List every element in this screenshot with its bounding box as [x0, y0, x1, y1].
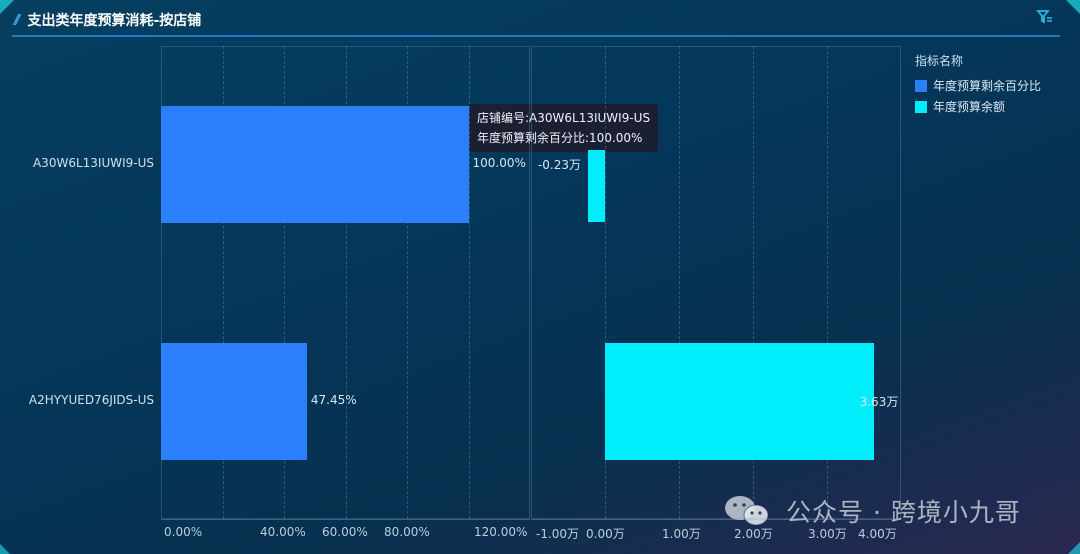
x-tick-label: 60.00% [322, 525, 368, 539]
plot-frame [161, 46, 530, 519]
watermark-text: 公众号 · 跨境小九哥 [786, 498, 1021, 527]
x-tick-label: 3.00万 [808, 527, 847, 541]
gridline [753, 46, 754, 519]
bar-value-label: 47.45% [310, 393, 357, 407]
panel-header: // 支出类年度预算消耗-按店铺 [12, 6, 1060, 34]
x-tick-label: 80.00% [384, 525, 430, 539]
legend-item-percent[interactable]: 年度预算剩余百分比 [915, 77, 1041, 94]
x-tick-label: 0.00万 [586, 527, 625, 541]
plot-frame [531, 46, 901, 519]
legend-title: 指标名称 [915, 54, 964, 68]
x-tick-label: 40.00% [260, 525, 306, 539]
gridline [679, 46, 680, 519]
corner-decoration [1066, 0, 1080, 14]
wechat-icon [725, 496, 769, 526]
bar-store-2[interactable] [161, 342, 307, 460]
bar-store-1[interactable] [161, 105, 469, 223]
gridline [284, 46, 285, 519]
x-axis-line [161, 519, 530, 520]
legend-label: 年度预算余额 [933, 100, 1006, 114]
gridline [468, 46, 470, 519]
x-tick-label: 4.00万 [858, 527, 897, 541]
corner-decoration [1068, 542, 1080, 554]
panel-title: 支出类年度预算消耗-按店铺 [27, 13, 202, 29]
bar-value-label: 3.63万 [859, 395, 899, 409]
legend-swatch [915, 100, 927, 113]
gridline [605, 46, 606, 519]
legend-item-balance[interactable]: 年度预算余额 [915, 98, 1041, 115]
watermark: 公众号 · 跨境小九哥 [722, 493, 1021, 529]
gridline [222, 46, 224, 519]
x-tick-label: 0.00% [164, 525, 203, 539]
x-axis-line [531, 519, 901, 520]
corner-decoration [0, 0, 14, 14]
x-tick-label: -1.00万 [536, 527, 580, 541]
header-divider [12, 35, 1060, 37]
legend-label: 年度预算剩余百分比 [933, 79, 1042, 93]
corner-decoration [0, 544, 10, 554]
gridline [345, 46, 347, 519]
legend: 指标名称 年度预算剩余百分比 年度预算余额 [915, 52, 1041, 119]
gridline [827, 46, 828, 519]
filter-icon[interactable] [1036, 8, 1054, 26]
bar-store-1[interactable] [587, 150, 605, 222]
chart-tooltip: 店铺编号:A30W6L13IUWI9-US 年度预算剩余百分比:100.00% [469, 104, 659, 152]
title-slash-icon: // [14, 12, 20, 28]
bar-store-2[interactable] [605, 342, 874, 460]
gridline [407, 46, 408, 519]
category-label: A2HYYUED76JIDS-US [28, 393, 154, 407]
x-tick-label: 120.00% [474, 525, 528, 539]
tooltip-value: 年度预算剩余百分比:100.00% [477, 131, 643, 145]
bar-value-label: 100.00% [472, 156, 526, 170]
legend-swatch [915, 79, 927, 92]
x-tick-label: 1.00万 [662, 527, 701, 541]
x-tick-label: 2.00万 [734, 527, 773, 541]
category-label: A30W6L13IUWI9-US [32, 156, 154, 170]
tooltip-store: 店铺编号:A30W6L13IUWI9-US [477, 111, 651, 125]
bar-value-label: -0.23万 [537, 158, 582, 172]
